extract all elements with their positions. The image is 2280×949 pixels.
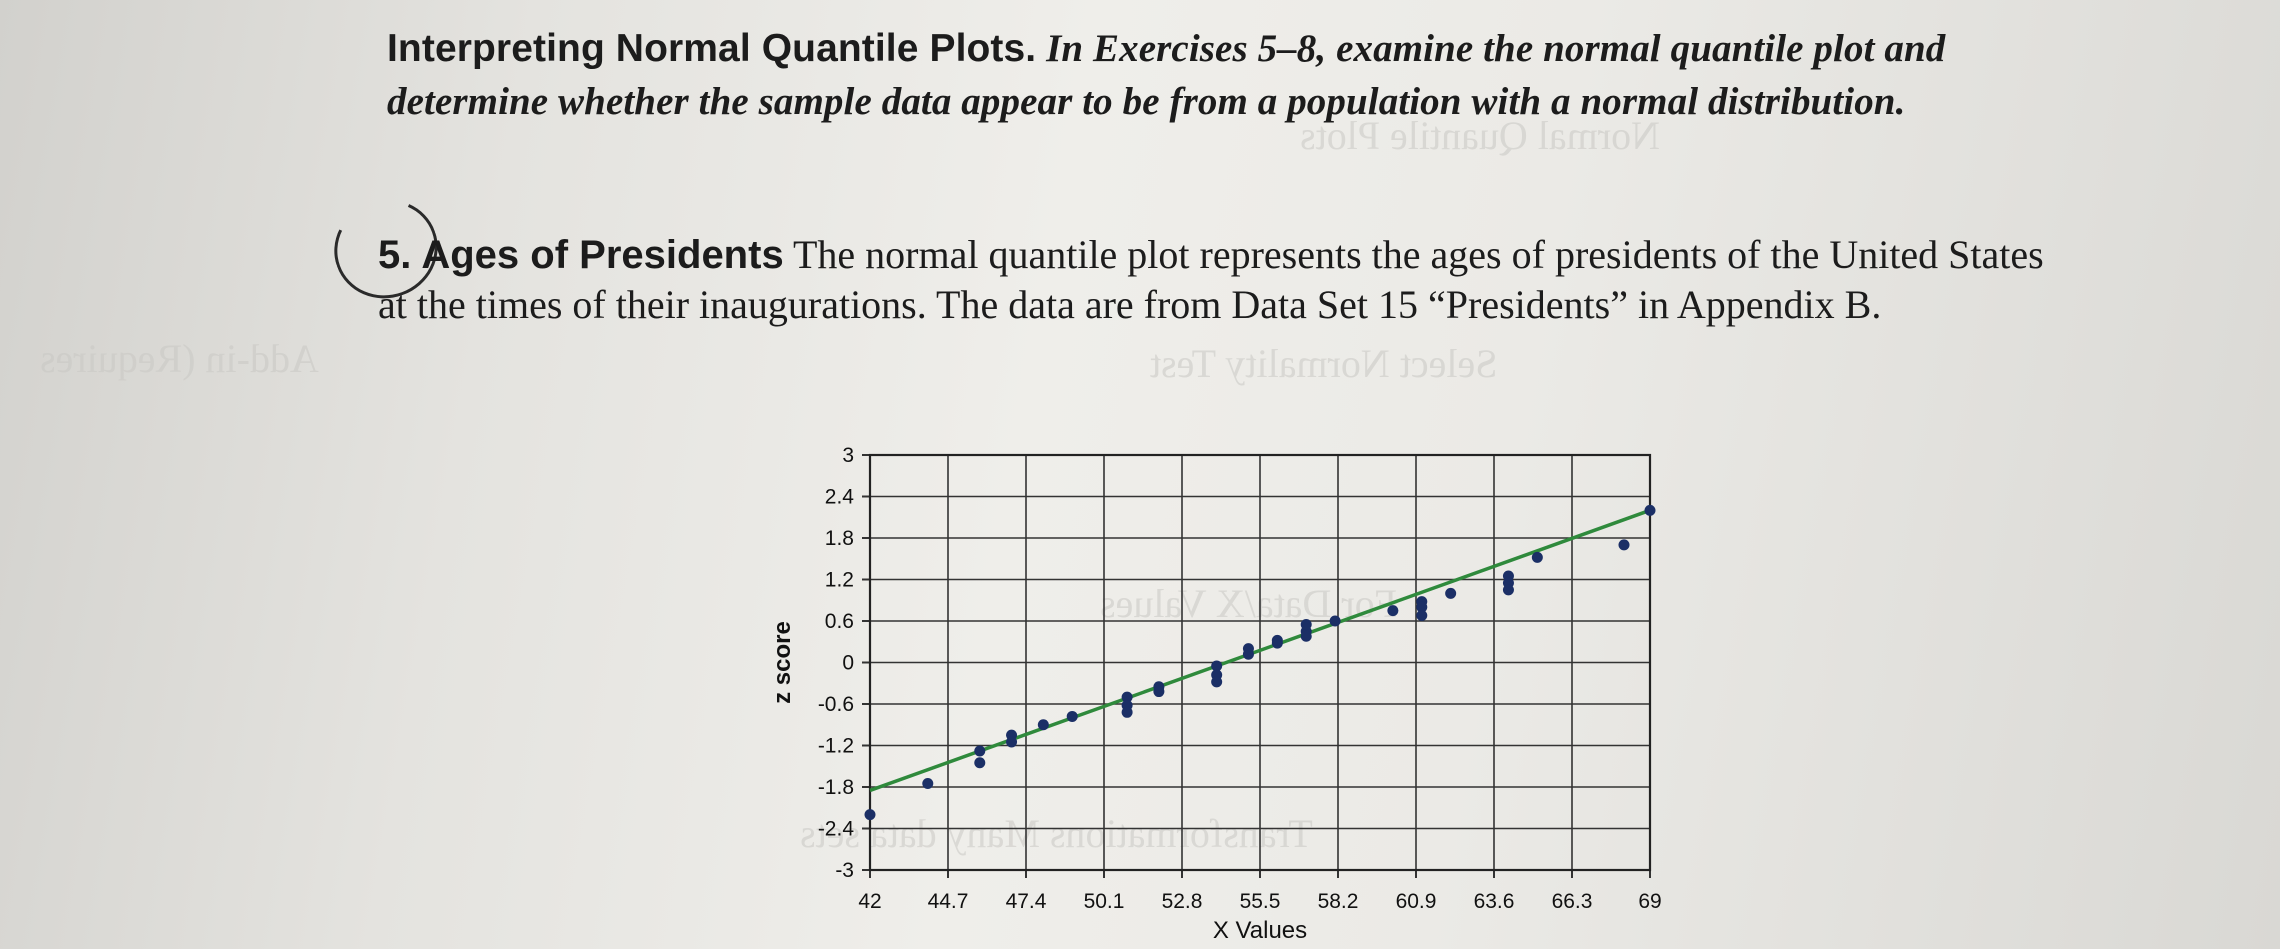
- bleed-through-text: Add-in (Requires: [40, 336, 319, 381]
- data-point: [1416, 609, 1428, 621]
- x-tick-label: 47.4: [1006, 890, 1047, 913]
- data-point: [1153, 681, 1165, 693]
- data-point: [1502, 584, 1514, 596]
- x-tick-label: 50.1: [1084, 890, 1125, 913]
- data-point: [1006, 736, 1018, 748]
- data-point: [1121, 706, 1133, 718]
- exercise-number: 5.: [378, 233, 412, 277]
- data-point: [974, 745, 986, 757]
- normal-quantile-plot: 42 44.7 47.4 50.1 52.8 55.5 58.2 60.9 63.6 66.3 69…: [769, 444, 1662, 944]
- y-tick-label: 0: [842, 652, 854, 675]
- x-tick-label: 52.8: [1162, 890, 1203, 913]
- data-point: [1300, 630, 1312, 642]
- section-heading: Interpreting Normal Quantile Plots. In E…: [387, 22, 2047, 128]
- x-axis-label: X Values: [1213, 917, 1307, 944]
- data-point: [1618, 539, 1630, 551]
- data-point: [1037, 719, 1049, 731]
- data-point: [1329, 615, 1341, 627]
- section-instructions: In Exercises 5–8, examine the normal qua…: [387, 27, 1946, 123]
- data-point: [1121, 691, 1133, 703]
- data-point: [1271, 634, 1283, 646]
- x-tick-label: 42: [858, 890, 881, 913]
- y-tick-label: -3: [835, 859, 854, 882]
- exercise-text: The normal quantile plot represents the …: [378, 232, 2044, 327]
- x-tick-label: 58.2: [1318, 890, 1359, 913]
- exercise-5: 5. Ages of Presidents The normal quantil…: [378, 230, 2078, 330]
- y-tick-label: 1.2: [825, 569, 854, 592]
- data-point: [1445, 587, 1457, 599]
- data-point: [1387, 605, 1399, 617]
- y-tick-label: -1.8: [818, 776, 854, 799]
- data-point: [1644, 504, 1656, 516]
- data-point: [1066, 710, 1078, 722]
- data-point: [1416, 601, 1428, 613]
- y-tick-label: -2.4: [818, 818, 855, 841]
- x-tick-label: 44.7: [928, 890, 969, 913]
- data-point: [1531, 551, 1543, 563]
- data-point: [1211, 676, 1223, 688]
- data-point: [1211, 660, 1223, 672]
- y-tick-label: -0.6: [818, 693, 854, 716]
- section-title: Interpreting Normal Quantile Plots.: [387, 27, 1037, 70]
- y-tick-label: 2.4: [825, 486, 855, 509]
- trend-line: [869, 508, 1651, 793]
- bleed-through-text: Select Normality Test: [1150, 341, 1498, 386]
- data-point: [864, 809, 876, 821]
- y-axis-label: z score: [769, 621, 796, 704]
- data-point: [974, 757, 986, 769]
- x-tick-label: 66.3: [1552, 890, 1593, 913]
- data-point: [1300, 618, 1312, 630]
- plot-frame: [868, 453, 1652, 872]
- y-tick-label: -1.2: [818, 735, 854, 758]
- x-tick-label: 60.9: [1396, 890, 1437, 913]
- data-point: [1242, 643, 1254, 655]
- x-tick-label: 55.5: [1240, 890, 1281, 913]
- x-tick-label: 69: [1638, 890, 1661, 913]
- y-tick-label: 1.8: [825, 527, 854, 550]
- y-tick-label: 3: [842, 444, 854, 467]
- x-tick-label: 63.6: [1474, 890, 1515, 913]
- exercise-title: Ages of Presidents: [421, 233, 784, 277]
- data-point: [922, 778, 934, 790]
- y-tick-label: 0.6: [825, 610, 854, 633]
